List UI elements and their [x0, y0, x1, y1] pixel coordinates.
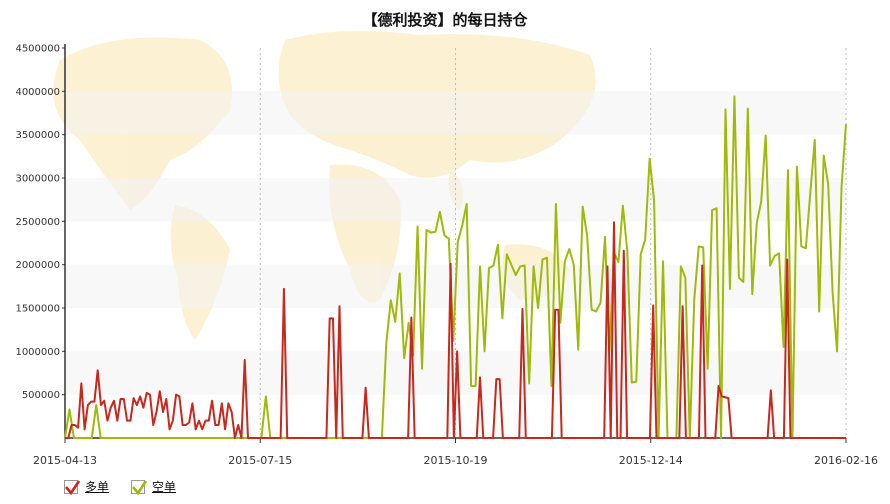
legend-label-long: 多单 [85, 480, 110, 494]
x-tick-label: 2016-02-16 [814, 454, 878, 467]
legend-check-icon-long [64, 479, 80, 495]
series-line-short [64, 95, 847, 439]
y-tick-label: 4000000 [15, 87, 60, 98]
y-tick-label: 1500000 [15, 304, 60, 315]
legend: 多单 空单 [64, 478, 176, 495]
legend-item-long[interactable]: 多单 [64, 478, 109, 495]
y-tick-label: 2000000 [15, 260, 60, 271]
x-tick-label: 2015-04-13 [33, 454, 97, 467]
x-tick-label: 2015-12-14 [619, 454, 683, 467]
chart-title: 【德利投资】的每日持仓 [362, 11, 528, 29]
x-tick-label: 2015-10-19 [424, 454, 488, 467]
y-tick-label: 3500000 [15, 130, 60, 141]
x-tick-labels: 2015-04-13 2015-07-15 2015-10-19 2015-12-14… [33, 438, 878, 467]
y-tick-label: 1000000 [15, 347, 60, 358]
y-tick-labels: 500000 1000000 1500000 2000000 2500000 300000… [15, 44, 65, 401]
y-tick-label: 500000 [22, 390, 60, 401]
legend-item-short[interactable]: 空单 [131, 478, 176, 495]
legend-check-icon-short [131, 479, 148, 495]
y-tick-label: 4500000 [15, 44, 60, 55]
series-lines [64, 95, 847, 439]
x-tick-label: 2015-07-15 [228, 454, 292, 467]
y-tick-label: 3000000 [15, 174, 60, 185]
legend-label-short: 空单 [152, 480, 177, 494]
y-tick-label: 2500000 [15, 217, 60, 228]
series-line-long [65, 221, 846, 439]
